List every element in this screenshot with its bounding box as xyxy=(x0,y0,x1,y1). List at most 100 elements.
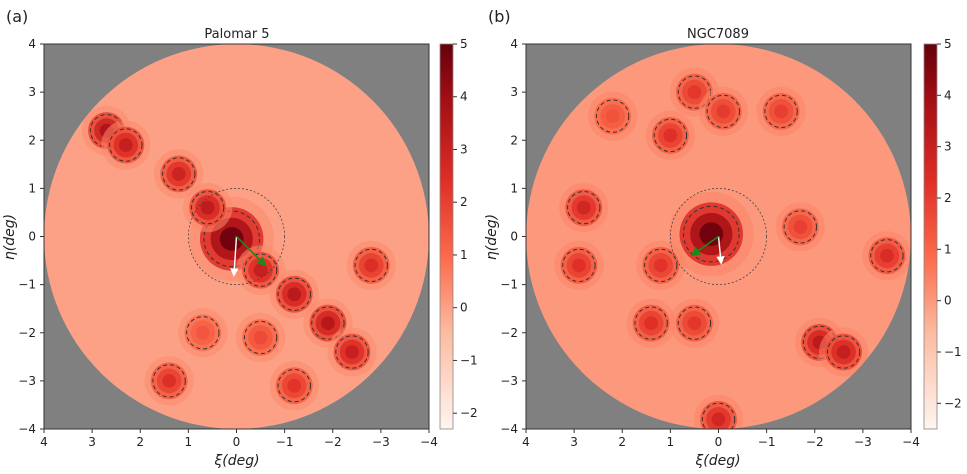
colorbar-tick-label: 1 xyxy=(460,248,468,262)
y-tick-label: 2 xyxy=(510,133,518,147)
colorbar-tick-label: 2 xyxy=(944,191,952,205)
overdensity-peak xyxy=(345,345,359,359)
overdensity-peak xyxy=(171,167,186,181)
panel-a-y-ticks: 4 3 2 1 0 −1 −2 −3 −4 xyxy=(18,37,44,436)
overdensity-peak xyxy=(774,104,788,119)
colorbar-tick-label: −1 xyxy=(460,353,478,367)
panel-b-ylabel: η(deg) xyxy=(484,214,500,260)
y-tick-label: −2 xyxy=(18,326,36,340)
overdensity-peak xyxy=(687,316,702,331)
x-tick-label: 4 xyxy=(40,435,48,449)
y-tick-label: 3 xyxy=(510,85,518,99)
overdensity-peak xyxy=(219,227,244,251)
panel-b-plot-area xyxy=(525,43,912,430)
x-tick-label: 3 xyxy=(88,435,96,449)
density-contour xyxy=(567,190,601,225)
panel-a-x-ticks: 4 3 2 1 0 −1 −2 −3 −4 xyxy=(40,429,438,449)
x-tick-label: −4 xyxy=(902,435,920,449)
overdensity-peak xyxy=(195,325,210,340)
overdensity-peak xyxy=(793,219,808,234)
colorbar-tick-label: 1 xyxy=(944,242,952,256)
density-contour xyxy=(701,402,736,429)
x-tick-label: −2 xyxy=(806,435,824,449)
y-tick-label: 0 xyxy=(510,230,518,244)
overdensity-peak xyxy=(118,138,133,152)
panel-a-plot-area xyxy=(43,43,430,430)
density-contour xyxy=(653,118,688,153)
x-tick-label: 2 xyxy=(136,435,144,449)
panel-b-letter: (b) xyxy=(488,7,511,26)
colorbar-tick-label: −2 xyxy=(460,406,478,420)
density-contour xyxy=(826,335,861,369)
y-tick-label: 0 xyxy=(28,230,36,244)
reflex-motion-arrow xyxy=(235,235,267,267)
overdensity-peak xyxy=(253,330,268,345)
tidal-radius-circle xyxy=(187,187,286,286)
density-contour xyxy=(109,128,143,162)
panel-b-title: NGC7089 xyxy=(687,27,749,42)
density-contour xyxy=(277,369,311,403)
panel-b-colorbar-ticks: 5 4 3 2 1 0 −1 −2 xyxy=(937,37,962,410)
overdensity-peak xyxy=(605,109,620,124)
x-tick-label: −1 xyxy=(758,435,776,449)
density-contour xyxy=(764,94,798,129)
overdensity-peak xyxy=(687,85,702,100)
overdensity-peak xyxy=(653,258,668,273)
overdensity-peak xyxy=(880,248,894,263)
x-tick-label: 1 xyxy=(667,435,675,449)
overdensity-peak xyxy=(321,316,335,331)
colorbar-tick-label: 2 xyxy=(460,195,468,209)
density-contour xyxy=(243,320,278,355)
density-contour xyxy=(870,239,904,273)
x-tick-label: 0 xyxy=(233,435,241,449)
overdensity-peak xyxy=(162,373,177,388)
overdensity-peak xyxy=(699,222,724,246)
x-tick-label: −2 xyxy=(324,435,342,449)
overdensity-peak xyxy=(287,287,302,302)
panel-b: (b) NGC7089 4 3 2 1 0 −1 −2 −3 −4 43210−1−2−3−4 … xyxy=(484,7,962,469)
density-contour xyxy=(783,210,817,244)
x-tick-label: −1 xyxy=(276,435,294,449)
proper-motion-arrow xyxy=(716,236,725,265)
overdensity-peak xyxy=(644,316,659,331)
y-tick-label: 4 xyxy=(510,37,518,51)
density-contour xyxy=(595,99,630,133)
overdensity-peak xyxy=(287,378,302,393)
y-tick-label: 4 xyxy=(28,37,36,51)
y-tick-label: 2 xyxy=(28,133,36,147)
x-tick-label: −3 xyxy=(854,435,872,449)
colorbar-tick-label: 5 xyxy=(460,37,468,51)
overdensity-peak xyxy=(576,200,591,215)
density-contour xyxy=(634,306,668,340)
panel-a: (a) Palomar 5 4 3 2 1 0 −1 −2 −3 −4 4 3 2 1 0 −1 −2 −3 −… xyxy=(2,7,478,469)
overdensity-peak xyxy=(716,104,731,119)
panel-a-title: Palomar 5 xyxy=(204,27,269,42)
y-tick-label: 1 xyxy=(28,181,36,195)
y-tick-label: 3 xyxy=(28,85,36,99)
density-contour xyxy=(186,316,220,350)
overdensity-peak xyxy=(364,258,379,273)
y-tick-label: 1 xyxy=(510,181,518,195)
density-contour xyxy=(190,190,225,225)
x-tick-label: −4 xyxy=(420,435,438,449)
overdensity-peak xyxy=(200,200,215,215)
overdensity-peak xyxy=(663,128,678,143)
density-contour xyxy=(162,157,196,191)
density-contour xyxy=(203,210,260,268)
density-contour xyxy=(682,205,740,263)
panel-b-y-ticks: 4 3 2 1 0 −1 −2 −3 −4 xyxy=(500,37,526,436)
x-tick-label: −3 xyxy=(372,435,390,449)
y-tick-label: −4 xyxy=(18,422,36,436)
panel-a-ylabel: η(deg) xyxy=(2,214,18,260)
overdensity-peak xyxy=(836,345,851,359)
colorbar-tick-label: 5 xyxy=(944,37,952,51)
panel-a-colorbar-ticks: 5 4 3 2 1 0 −1 −2 xyxy=(453,37,478,420)
panel-b-colorbar xyxy=(923,43,938,430)
tidal-radius-circle xyxy=(669,187,768,286)
density-contour xyxy=(277,277,311,311)
colorbar-tick-label: 4 xyxy=(460,90,468,104)
density-contour xyxy=(354,248,388,283)
panel-a-letter: (a) xyxy=(6,7,28,26)
density-contour xyxy=(243,253,278,287)
